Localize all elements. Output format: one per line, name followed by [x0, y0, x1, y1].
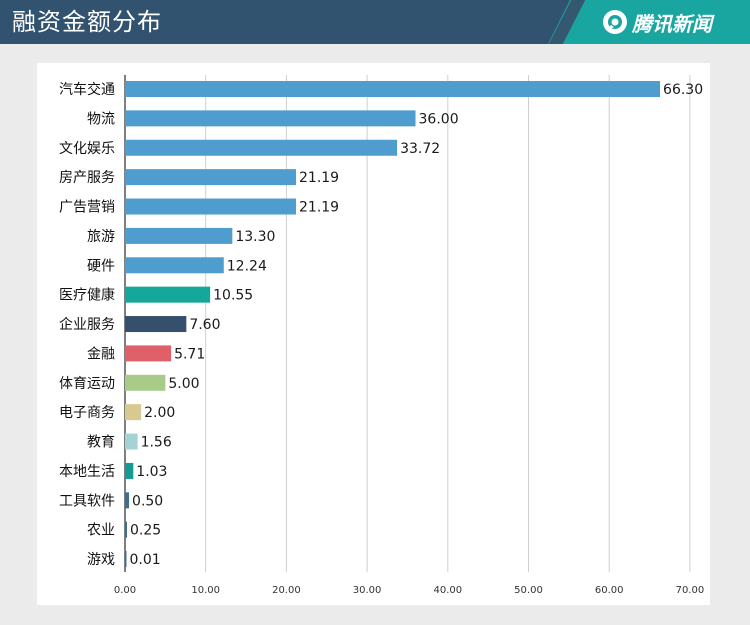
chart-panel: 66.30 36.00 33.72 21.19 21.19 13.30 12.24 10.55… [37, 63, 710, 605]
category-label: 房产服务 [59, 170, 115, 186]
category-label: 医疗健康 [59, 287, 115, 304]
bar-value-label: 7.60 [189, 317, 220, 333]
brand-name: 腾讯新闻 [632, 11, 712, 36]
tencent-news-icon [603, 10, 627, 34]
category-label: 汽车交通 [59, 81, 115, 98]
category-label: 物流 [87, 111, 115, 127]
bar-value-label: 33.72 [400, 141, 440, 157]
category-label: 金融 [87, 346, 115, 362]
category-label: 文化娱乐 [59, 141, 115, 157]
bar [125, 404, 142, 421]
category-label: 旅游 [87, 229, 115, 245]
category-labels: 汽车交通物流文化娱乐房产服务广告营销旅游硬件医疗健康企业服务金融体育运动电子商务… [59, 81, 115, 568]
bar [125, 521, 128, 538]
bar-value-label: 0.25 [130, 523, 161, 539]
brand-tab [548, 0, 750, 44]
bar [125, 81, 661, 97]
bar [125, 316, 187, 333]
x-tick-labels: 0.00 10.00 20.00 30.00 40.00 50.00 60.00 70.00 [114, 585, 704, 596]
bar [125, 257, 224, 274]
x-tick-label: 70.00 [676, 585, 705, 596]
category-label: 教育 [87, 435, 115, 451]
bar [125, 345, 172, 362]
bar [125, 462, 134, 479]
bar [125, 227, 233, 244]
category-label: 广告营销 [59, 200, 115, 216]
bar [125, 139, 398, 156]
gridlines [205, 75, 691, 572]
bar-value-label: 5.71 [174, 346, 205, 362]
bar [125, 198, 297, 215]
category-label: 体育运动 [59, 376, 115, 392]
category-label: 农业 [87, 523, 115, 539]
bar-value-label: 66.30 [663, 82, 703, 98]
bar [125, 169, 297, 186]
bar [125, 551, 127, 568]
bar-value-label: 0.50 [132, 493, 163, 509]
bar-chart: 66.30 36.00 33.72 21.19 21.19 13.30 12.24 10.55… [59, 75, 704, 596]
x-tick-label: 20.00 [272, 585, 301, 596]
bar-value-label: 12.24 [227, 258, 267, 274]
category-label: 电子商务 [59, 405, 115, 421]
x-tick-label: 40.00 [433, 585, 462, 596]
header-bar: 融资金额分布 腾讯新闻 [0, 0, 750, 44]
brand-logo: 腾讯新闻 [602, 6, 712, 38]
bar-value-label: 21.19 [299, 170, 339, 186]
bars [125, 81, 661, 568]
category-label: 硬件 [87, 258, 115, 274]
category-label: 企业服务 [59, 316, 115, 333]
category-label: 本地生活 [59, 464, 115, 480]
bar [125, 433, 138, 450]
bar-value-label: 0.01 [130, 552, 161, 568]
bar-value-label: 21.19 [299, 200, 339, 216]
page-title: 融资金额分布 [12, 8, 162, 36]
bar-value-label: 5.00 [168, 376, 199, 392]
bar [125, 374, 166, 391]
category-label: 游戏 [87, 552, 115, 568]
category-label: 工具软件 [59, 493, 115, 509]
bar-value-label: 1.56 [141, 435, 172, 451]
bar-value-label: 10.55 [213, 288, 253, 304]
x-tick-label: 10.00 [191, 585, 220, 596]
bar-value-label: 36.00 [419, 111, 459, 127]
x-tick-label: 30.00 [353, 585, 382, 596]
x-tick-label: 0.00 [114, 585, 136, 596]
x-tick-label: 60.00 [595, 585, 624, 596]
bar [125, 286, 211, 303]
x-tick-label: 50.00 [514, 585, 543, 596]
bar [125, 492, 130, 509]
bar-value-label: 13.30 [235, 229, 275, 245]
bar-value-label: 2.00 [144, 405, 175, 421]
value-labels: 66.30 36.00 33.72 21.19 21.19 13.30 12.24 10.55… [130, 82, 704, 568]
bar [125, 110, 416, 127]
bar-value-label: 1.03 [136, 464, 167, 480]
